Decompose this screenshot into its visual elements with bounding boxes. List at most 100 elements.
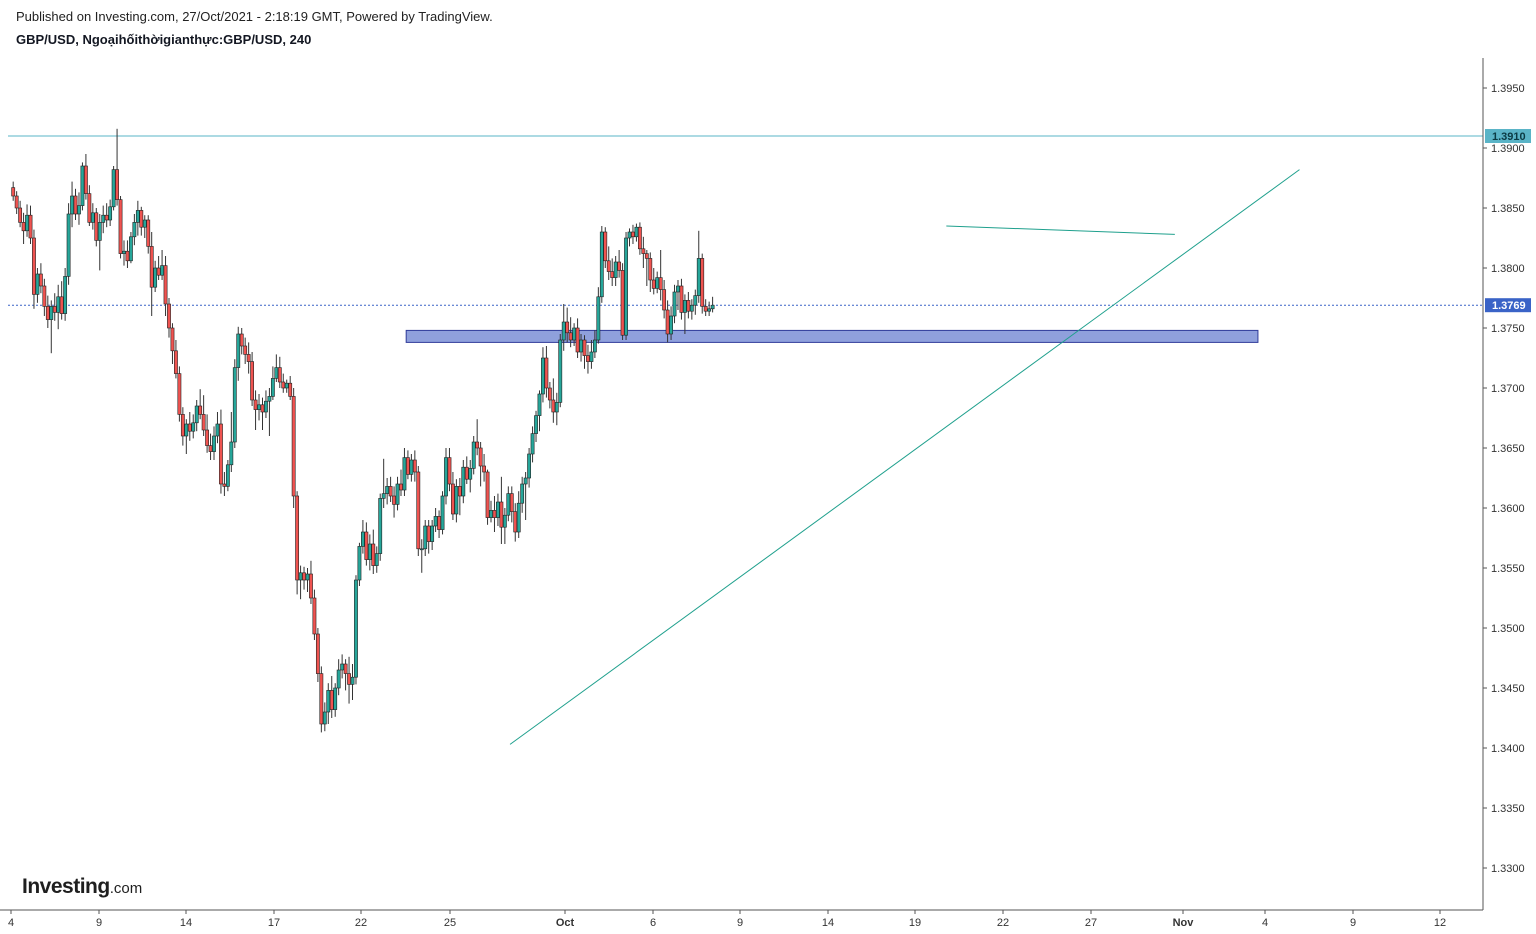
candle-body bbox=[309, 573, 313, 599]
candle-body bbox=[644, 253, 649, 259]
candle bbox=[160, 250, 164, 280]
candle-body bbox=[412, 459, 417, 473]
candle bbox=[49, 300, 54, 354]
candle-body bbox=[402, 457, 407, 491]
y-tick-label: 1.3750 bbox=[1491, 323, 1525, 335]
candle bbox=[399, 469, 403, 496]
candle-body bbox=[648, 258, 653, 281]
candle bbox=[374, 546, 379, 573]
candle bbox=[558, 334, 563, 408]
candle bbox=[146, 215, 151, 254]
candle-body bbox=[395, 483, 400, 505]
candle-body bbox=[326, 690, 331, 713]
candle-body bbox=[198, 405, 203, 415]
candle bbox=[610, 258, 615, 286]
candle-body bbox=[485, 471, 490, 518]
y-tick-label: 1.3450 bbox=[1491, 683, 1525, 695]
candle-body bbox=[631, 231, 635, 238]
candle bbox=[336, 659, 341, 696]
candle-body bbox=[336, 669, 341, 689]
candle bbox=[627, 228, 632, 247]
candle-body bbox=[225, 464, 230, 487]
x-tick-label: 25 bbox=[444, 917, 456, 929]
candle bbox=[59, 281, 64, 320]
x-tick-label: 14 bbox=[822, 917, 834, 929]
x-tick-label: 9 bbox=[96, 917, 102, 929]
candle bbox=[710, 296, 715, 313]
candle-body bbox=[80, 165, 85, 206]
candle-body bbox=[281, 381, 286, 389]
candle bbox=[541, 347, 545, 403]
candle-body bbox=[541, 357, 545, 395]
candle-body bbox=[277, 367, 282, 383]
y-tick-label: 1.3650 bbox=[1491, 443, 1525, 455]
candle-body bbox=[534, 415, 538, 434]
candle-body bbox=[52, 306, 57, 313]
candle-body bbox=[592, 339, 597, 353]
candle bbox=[392, 486, 396, 518]
candle bbox=[430, 520, 435, 550]
candle-body bbox=[554, 402, 559, 413]
candle bbox=[115, 128, 119, 206]
candle-body bbox=[502, 514, 507, 528]
candle-body bbox=[374, 553, 379, 566]
axes-layer: 1.3950 1.3900 1.3850 1.3800 1.3750 1.3700 1.36… bbox=[0, 58, 1531, 929]
candle bbox=[672, 284, 677, 324]
trendlines-layer bbox=[509, 169, 1300, 745]
candle-body bbox=[97, 222, 102, 241]
candle bbox=[655, 271, 660, 294]
candle bbox=[142, 215, 147, 238]
x-tick-label: 27 bbox=[1085, 917, 1097, 929]
candle-body bbox=[87, 193, 92, 223]
candle-body bbox=[496, 501, 500, 518]
candle bbox=[554, 392, 559, 426]
candle bbox=[104, 203, 109, 228]
candle-body bbox=[354, 579, 358, 678]
candle bbox=[350, 664, 355, 700]
candle-body bbox=[125, 250, 130, 262]
logo-brand: Investing bbox=[22, 875, 110, 898]
candle-body bbox=[582, 339, 587, 356]
candle bbox=[118, 196, 123, 259]
candle-body bbox=[14, 195, 19, 209]
candle-body bbox=[451, 483, 455, 515]
candle bbox=[464, 456, 469, 484]
candle bbox=[582, 335, 587, 369]
candle-body bbox=[665, 309, 670, 335]
candle bbox=[703, 299, 708, 316]
candle bbox=[267, 388, 272, 436]
candle bbox=[378, 493, 383, 561]
candle-body bbox=[38, 273, 43, 287]
candle bbox=[596, 287, 601, 344]
candle bbox=[253, 390, 258, 430]
candle-body bbox=[35, 273, 40, 295]
candle bbox=[669, 306, 673, 340]
candle-body bbox=[350, 676, 355, 685]
candle-body bbox=[84, 165, 88, 194]
candle bbox=[32, 229, 36, 309]
candle bbox=[295, 491, 300, 595]
candle-body bbox=[260, 404, 265, 413]
candle-body bbox=[471, 441, 476, 469]
candle-body bbox=[513, 511, 518, 533]
candle bbox=[312, 589, 317, 640]
candle bbox=[502, 508, 507, 544]
candle-body bbox=[11, 187, 16, 197]
candle bbox=[534, 410, 538, 442]
candle bbox=[499, 476, 504, 544]
candle bbox=[52, 293, 57, 321]
candle-body bbox=[506, 493, 511, 516]
candle-body bbox=[73, 195, 78, 215]
candle bbox=[281, 373, 286, 393]
candle-body bbox=[651, 279, 656, 289]
candle bbox=[246, 342, 251, 374]
candle bbox=[329, 676, 334, 718]
candle bbox=[222, 472, 227, 496]
candles-layer bbox=[11, 128, 715, 733]
candle bbox=[135, 200, 140, 236]
candle bbox=[361, 520, 365, 554]
candle bbox=[637, 222, 642, 255]
candle bbox=[42, 278, 47, 316]
candle bbox=[354, 575, 358, 685]
